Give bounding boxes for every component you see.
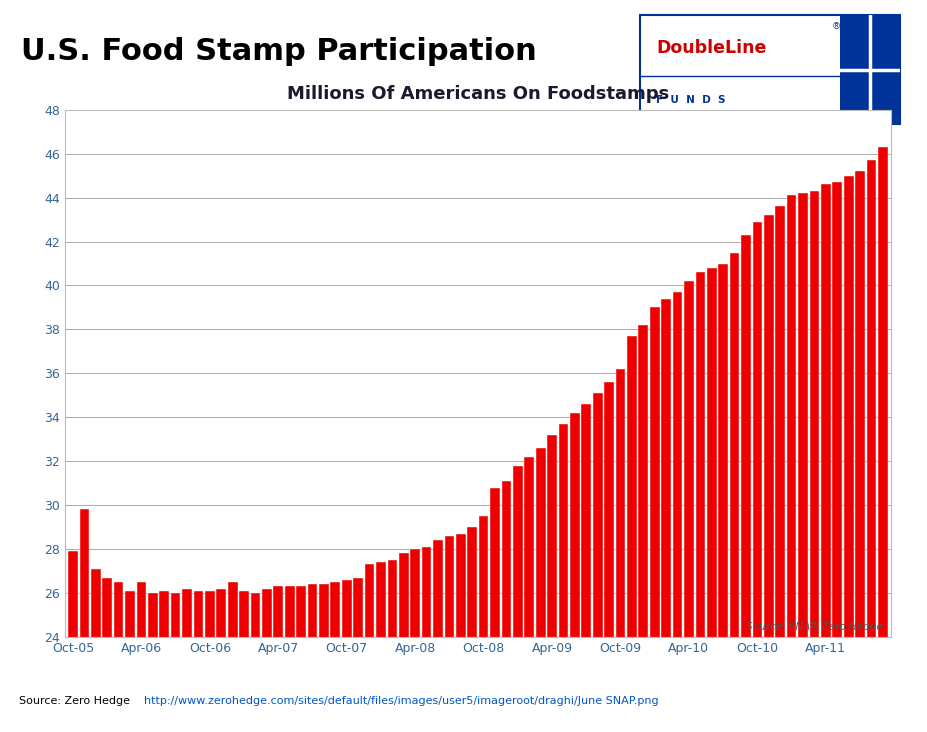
Bar — [205, 591, 214, 732]
Bar — [125, 591, 134, 732]
Bar — [832, 182, 841, 732]
Bar — [433, 540, 442, 732]
Bar — [752, 222, 761, 732]
Bar — [843, 176, 853, 732]
Bar — [171, 593, 180, 732]
Text: Source: Zero Hedge: Source: Zero Hedge — [19, 696, 136, 706]
Bar — [285, 586, 294, 732]
Bar — [91, 569, 100, 732]
Bar — [615, 369, 625, 732]
Bar — [319, 584, 328, 732]
Bar — [729, 253, 739, 732]
Bar — [797, 193, 807, 732]
Bar — [239, 591, 248, 732]
Bar — [763, 215, 773, 732]
Bar — [694, 272, 705, 732]
Bar — [877, 147, 887, 732]
Bar — [341, 580, 351, 732]
Bar — [820, 184, 830, 732]
Bar — [866, 160, 875, 732]
Text: http://www.zerohedge.com/sites/default/files/images/user5/imageroot/draghi/June : http://www.zerohedge.com/sites/default/f… — [144, 696, 658, 706]
Title: Millions Of Americans On Foodstamps: Millions Of Americans On Foodstamps — [286, 85, 668, 102]
Bar — [421, 547, 431, 732]
Bar — [136, 582, 146, 732]
Bar — [467, 527, 476, 732]
Bar — [182, 589, 192, 732]
Bar — [455, 534, 465, 732]
Bar — [855, 171, 864, 732]
Bar — [581, 404, 590, 732]
Bar — [775, 206, 784, 732]
Bar — [387, 560, 397, 732]
Bar — [478, 516, 488, 732]
Bar — [159, 591, 169, 732]
Bar — [627, 336, 636, 732]
Bar — [114, 582, 123, 732]
Bar — [194, 591, 203, 732]
Bar — [717, 264, 728, 732]
Bar — [261, 589, 272, 732]
Bar — [683, 281, 693, 732]
Text: Source: SNAP, Zero Hedge: Source: SNAP, Zero Hedge — [745, 621, 882, 632]
Bar — [569, 413, 579, 732]
Bar — [840, 15, 899, 124]
Bar — [102, 578, 112, 732]
Bar — [741, 235, 750, 732]
Bar — [444, 536, 453, 732]
Bar — [489, 488, 500, 732]
Bar — [364, 564, 374, 732]
Bar — [308, 584, 317, 732]
Bar — [227, 582, 237, 732]
Bar — [147, 593, 158, 732]
Bar — [638, 325, 647, 732]
Bar — [547, 435, 556, 732]
Text: ®: ® — [832, 23, 840, 31]
Bar — [216, 589, 226, 732]
Bar — [296, 586, 306, 732]
Bar — [661, 299, 670, 732]
Bar — [80, 509, 89, 732]
Bar — [706, 268, 716, 732]
Bar — [524, 457, 534, 732]
Text: F  U  N  D  S: F U N D S — [655, 95, 725, 105]
Bar — [535, 448, 545, 732]
Bar — [353, 578, 362, 732]
Bar — [808, 191, 819, 732]
Bar — [375, 562, 386, 732]
Bar — [330, 582, 340, 732]
Bar — [786, 195, 795, 732]
Bar — [592, 393, 602, 732]
Bar — [603, 382, 614, 732]
Bar — [649, 307, 659, 732]
Text: DoubleLine: DoubleLine — [655, 39, 766, 56]
Bar — [502, 481, 511, 732]
Bar — [558, 424, 567, 732]
Bar — [672, 292, 681, 732]
Text: U.S. Food Stamp Participation: U.S. Food Stamp Participation — [21, 37, 537, 66]
Bar — [273, 586, 283, 732]
Bar — [399, 553, 408, 732]
Bar — [513, 466, 522, 732]
Bar — [410, 549, 420, 732]
Bar — [68, 551, 78, 732]
Bar — [250, 593, 260, 732]
